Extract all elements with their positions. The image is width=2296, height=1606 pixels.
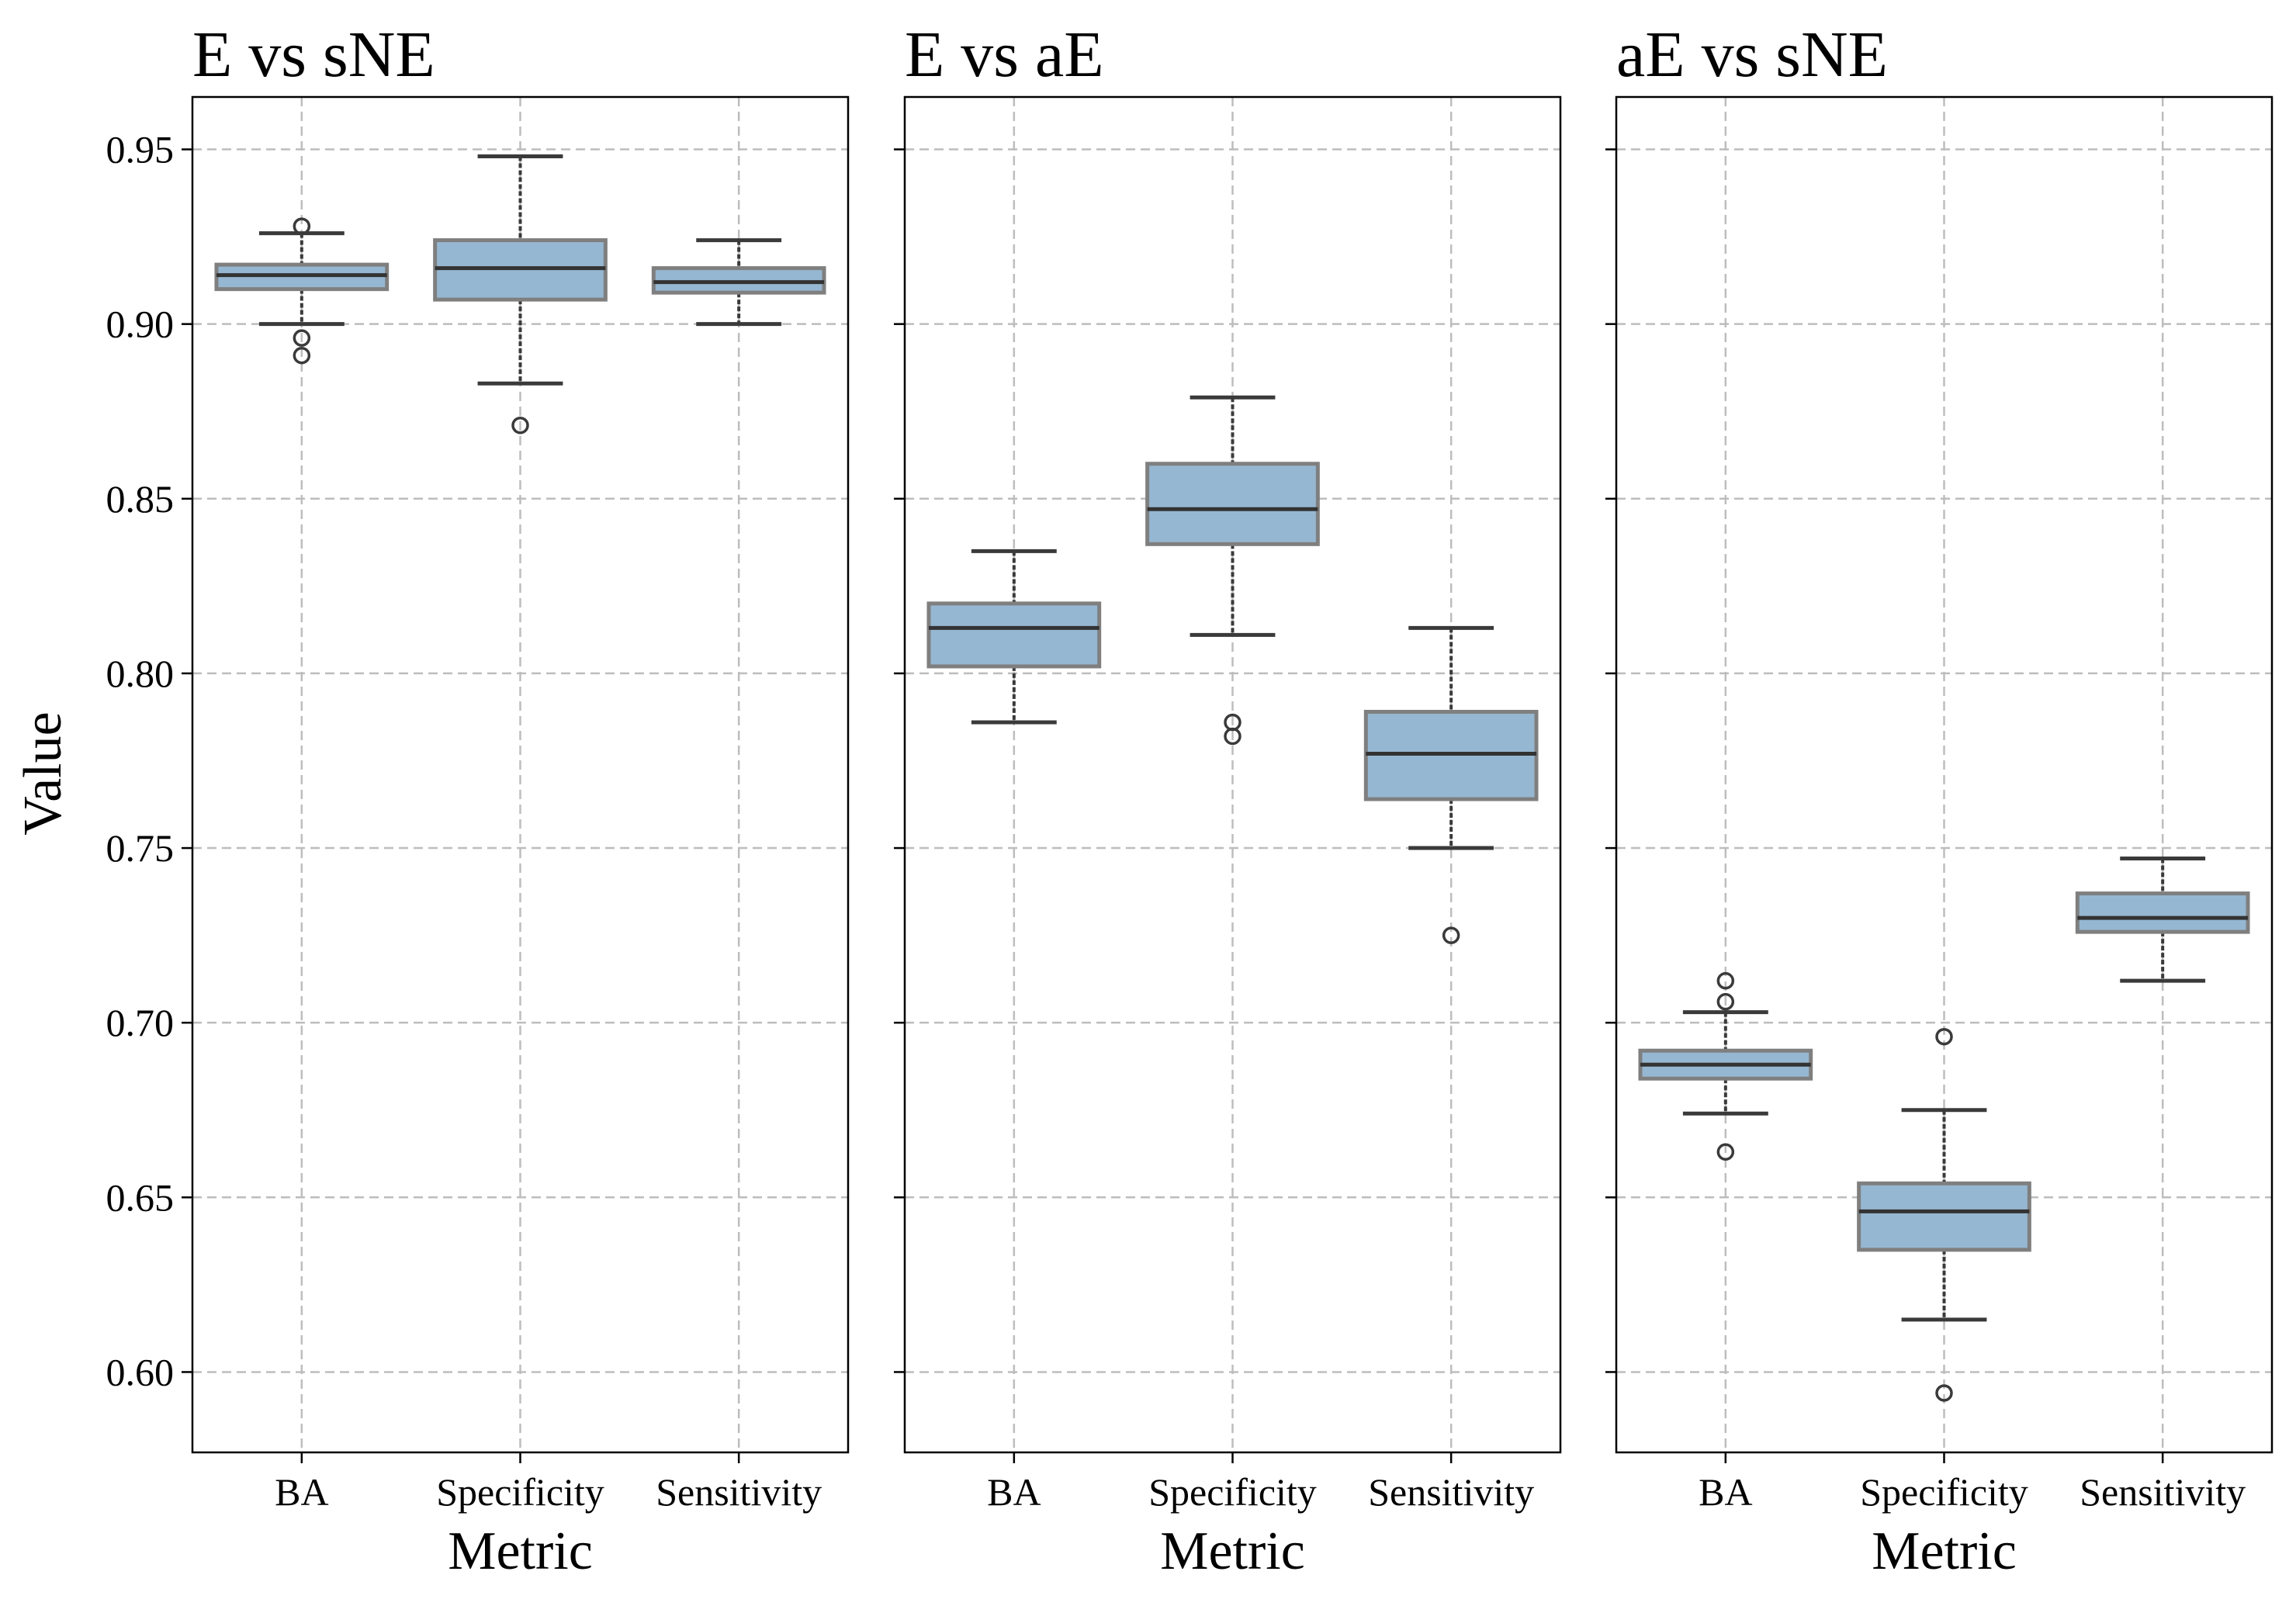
x-tick-label: BA <box>1699 1470 1752 1514</box>
y-tick-label: 0.90 <box>106 303 175 346</box>
box-sensitivity <box>1363 625 1539 944</box>
outlier-point <box>1716 971 1735 990</box>
box-ba <box>1638 971 1813 1161</box>
y-tick-label: 0.95 <box>106 128 175 171</box>
panel-3: BA Specificity Sensitivity Metric aE vs sNE <box>1605 19 2273 1581</box>
x-tick-label: Sensitivity <box>2080 1470 2246 1514</box>
box-specificity <box>433 154 608 434</box>
outlier-point <box>293 217 311 235</box>
x-tick-label: Specificity <box>436 1470 604 1514</box>
panel-1: 0.60 0.65 0.70 0.75 0.80 0.85 0.90 0.95 BA Specif… <box>106 19 850 1581</box>
outlier-point <box>1716 992 1735 1011</box>
panel-title: E vs sNE <box>192 19 435 91</box>
panel-title: E vs aE <box>905 19 1104 91</box>
box-iqr <box>1857 1181 2031 1252</box>
outlier-point <box>511 416 529 434</box>
y-tick-label: 0.80 <box>106 652 175 695</box>
y-tick-label: 0.75 <box>106 826 175 870</box>
y-tick-label: 0.60 <box>106 1350 175 1393</box>
y-tick-label: 0.65 <box>106 1175 175 1219</box>
box-ba <box>926 549 1102 725</box>
box-ba <box>214 217 390 365</box>
x-tick-label: Specificity <box>1148 1470 1317 1514</box>
outlier-point <box>1716 1143 1735 1161</box>
y-axis-label: Value <box>13 711 73 835</box>
x-axis-label: Metric <box>1160 1521 1305 1581</box>
box-iqr <box>926 601 1102 669</box>
x-tick-label: BA <box>275 1470 328 1514</box>
outlier-point <box>1935 1384 1953 1402</box>
chart-panels: 0.60 0.65 0.70 0.75 0.80 0.85 0.90 0.95 BA Specif… <box>106 19 2273 1581</box>
x-tick-label: BA <box>987 1470 1041 1514</box>
x-axis-label: Metric <box>448 1521 593 1581</box>
outlier-point <box>1935 1027 1953 1046</box>
box-iqr <box>1145 462 1320 546</box>
outlier-point <box>293 346 311 365</box>
box-sensitivity <box>2075 857 2250 983</box>
x-tick-label: Sensitivity <box>1368 1470 1534 1514</box>
y-tick-label: 0.85 <box>106 477 175 521</box>
box-sensitivity <box>651 238 826 327</box>
x-tick-label: Specificity <box>1860 1470 2028 1514</box>
x-tick-label: Sensitivity <box>656 1470 822 1514</box>
outlier-point <box>1224 727 1242 746</box>
panel-2: BA Specificity Sensitivity Metric E vs aE <box>894 19 1562 1581</box>
x-axis-label: Metric <box>1872 1521 2017 1581</box>
outlier-point <box>1442 926 1460 944</box>
box-iqr <box>2075 891 2250 934</box>
y-tick-label: 0.70 <box>106 1001 175 1044</box>
box-specificity <box>1857 1027 2031 1402</box>
box-specificity <box>1145 395 1320 746</box>
panel-title: aE vs sNE <box>1616 19 1888 91</box>
outlier-point <box>293 329 311 347</box>
